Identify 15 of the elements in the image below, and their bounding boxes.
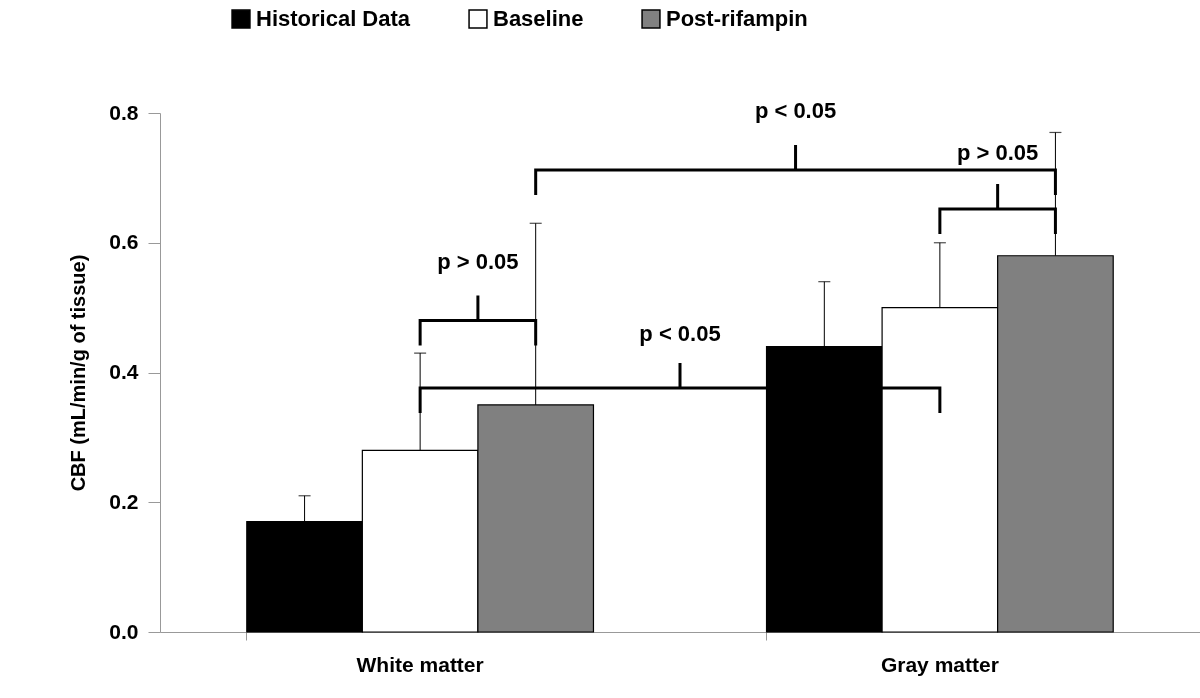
y-tick-label: 0.2: [109, 489, 139, 513]
x-tick-label: Gray matter: [880, 652, 999, 676]
legend-label: Historical Data: [256, 6, 411, 32]
annotation: p < 0.05: [754, 98, 837, 124]
y-tick-label: 0.0: [109, 619, 139, 643]
legend-label: Baseline: [493, 6, 584, 32]
annotation: p > 0.05: [956, 139, 1039, 165]
annotation: p > 0.05: [437, 248, 519, 274]
annotation: p < 0.05: [639, 321, 721, 347]
y-axis-title: CBF (mL/min/g of tissue): [67, 254, 90, 492]
x-tick-label: White matter: [356, 652, 484, 676]
y-tick-label: 0.6: [109, 230, 139, 254]
legend-label: Post-rifampin: [666, 6, 808, 32]
y-tick-label: 0.8: [109, 100, 139, 124]
y-tick-label: 0.4: [109, 360, 139, 383]
